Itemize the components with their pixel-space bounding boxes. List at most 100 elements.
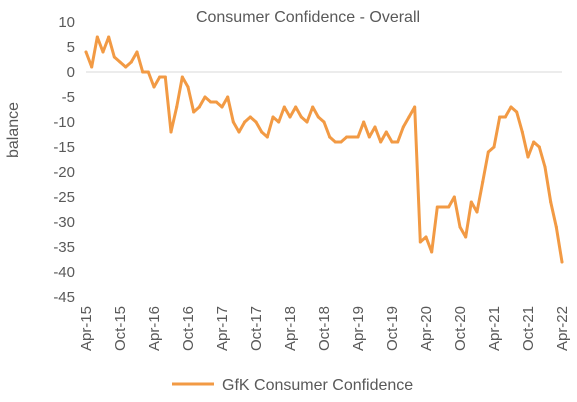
- data-point: [220, 105, 224, 109]
- data-point: [294, 105, 298, 109]
- data-point: [118, 60, 122, 64]
- data-point: [384, 130, 388, 134]
- data-point: [277, 120, 281, 124]
- data-point: [469, 200, 473, 204]
- legend-label: GfK Consumer Confidence: [222, 377, 413, 394]
- y-tick-label: -30: [53, 214, 75, 231]
- data-point: [322, 120, 326, 124]
- data-point: [458, 225, 462, 229]
- data-point: [237, 130, 241, 134]
- data-point: [180, 75, 184, 79]
- data-point: [271, 115, 275, 119]
- data-point: [413, 105, 417, 109]
- data-point: [537, 145, 541, 149]
- data-point: [141, 70, 145, 74]
- data-point: [532, 140, 536, 144]
- data-point: [129, 60, 133, 64]
- series-points: [84, 35, 564, 264]
- data-point: [192, 110, 196, 114]
- data-point: [503, 115, 507, 119]
- data-point: [146, 70, 150, 74]
- data-point: [311, 105, 315, 109]
- data-point: [509, 105, 513, 109]
- data-point: [231, 120, 235, 124]
- data-point: [350, 135, 354, 139]
- data-point: [299, 115, 303, 119]
- y-tick-label: -35: [53, 239, 75, 256]
- data-point: [492, 145, 496, 149]
- data-point: [282, 105, 286, 109]
- data-point: [486, 150, 490, 154]
- data-point: [203, 95, 207, 99]
- data-point: [265, 135, 269, 139]
- y-tick-label: 5: [67, 39, 75, 56]
- data-point: [95, 35, 99, 39]
- data-point: [452, 195, 456, 199]
- data-point: [197, 105, 201, 109]
- series-line-gfk: [84, 35, 564, 264]
- y-axis-title: balance: [5, 102, 22, 158]
- data-point: [135, 50, 139, 54]
- data-point: [560, 260, 564, 264]
- y-axis-ticks: 10 5 0 -5 -10 -15 -20 -25 -30 -35 -40 -45: [53, 14, 75, 306]
- x-tick-label: Oct-17: [248, 306, 265, 351]
- data-point: [339, 140, 343, 144]
- data-point: [288, 115, 292, 119]
- y-tick-label: 0: [67, 64, 75, 81]
- y-tick-label: 10: [58, 14, 75, 31]
- data-point: [407, 115, 411, 119]
- data-point: [447, 205, 451, 209]
- data-point: [498, 115, 502, 119]
- data-point: [243, 120, 247, 124]
- data-point: [328, 135, 332, 139]
- y-tick-label: -15: [53, 139, 75, 156]
- x-tick-label: Oct-16: [180, 306, 197, 351]
- data-point: [441, 205, 445, 209]
- x-tick-label: Apr-15: [78, 306, 95, 351]
- data-point: [543, 165, 547, 169]
- data-point: [435, 205, 439, 209]
- data-point: [209, 100, 213, 104]
- chart-title: Consumer Confidence - Overall: [196, 9, 420, 26]
- x-tick-label: Apr-21: [486, 306, 503, 351]
- x-tick-label: Apr-17: [214, 306, 231, 351]
- legend: GfK Consumer Confidence: [172, 377, 413, 394]
- y-tick-label: -20: [53, 164, 75, 181]
- data-point: [305, 120, 309, 124]
- data-point: [526, 155, 530, 159]
- data-point: [373, 125, 377, 129]
- data-point: [260, 130, 264, 134]
- y-tick-label: -40: [53, 264, 75, 281]
- data-point: [112, 55, 116, 59]
- data-point: [464, 235, 468, 239]
- data-point: [101, 50, 105, 54]
- data-point: [316, 115, 320, 119]
- data-point: [107, 35, 111, 39]
- data-point: [379, 140, 383, 144]
- data-point: [549, 200, 553, 204]
- data-point: [390, 140, 394, 144]
- data-point: [214, 100, 218, 104]
- data-point: [254, 120, 258, 124]
- data-point: [163, 75, 167, 79]
- x-tick-label: Apr-22: [554, 306, 571, 351]
- x-axis-ticks: Apr-15 Oct-15 Apr-16 Oct-16 Apr-17 Oct-17 Apr-…: [78, 306, 571, 351]
- data-point: [84, 50, 88, 54]
- data-point: [124, 65, 128, 69]
- data-point: [186, 85, 190, 89]
- x-tick-label: Oct-19: [384, 306, 401, 351]
- data-point: [90, 65, 94, 69]
- y-tick-label: -10: [53, 114, 75, 131]
- data-point: [367, 135, 371, 139]
- data-point: [169, 130, 173, 134]
- data-point: [401, 125, 405, 129]
- x-tick-label: Apr-18: [282, 306, 299, 351]
- data-point: [333, 140, 337, 144]
- y-tick-label: -25: [53, 189, 75, 206]
- data-point: [475, 210, 479, 214]
- y-tick-label: -5: [62, 89, 75, 106]
- data-point: [175, 105, 179, 109]
- data-point: [424, 235, 428, 239]
